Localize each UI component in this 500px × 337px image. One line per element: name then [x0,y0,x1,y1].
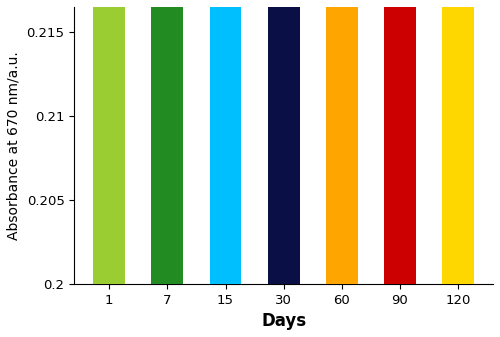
Bar [210,0,242,284]
Bar [442,0,474,284]
Bar [326,0,358,284]
Bar [94,0,125,284]
Bar [384,0,416,284]
Bar [152,0,184,284]
Bar [268,0,300,284]
Y-axis label: Absorbance at 670 nm/a.u.: Absorbance at 670 nm/a.u. [7,51,21,240]
X-axis label: Days: Days [261,312,306,330]
